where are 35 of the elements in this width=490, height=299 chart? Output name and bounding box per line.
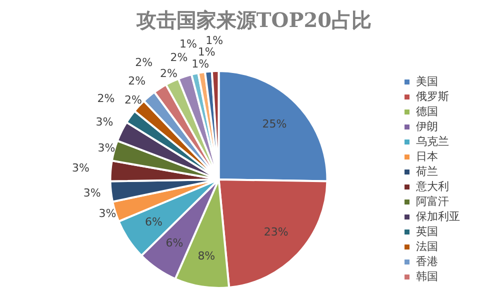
data-label: 1% — [206, 34, 224, 47]
chart-title: 攻击国家来源TOP20占比 — [135, 8, 372, 32]
data-label: 23% — [264, 225, 288, 238]
data-label: 2% — [160, 67, 178, 80]
legend-label: 阿富汗 — [416, 194, 449, 208]
data-label: 3% — [98, 206, 116, 220]
data-label: 3% — [83, 186, 101, 200]
data-label: 2% — [135, 56, 153, 69]
legend-label: 荷兰 — [416, 164, 438, 178]
legend-label: 保加利亚 — [416, 210, 460, 223]
data-label: 25% — [262, 118, 287, 131]
data-label: 3% — [72, 161, 90, 174]
data-label: 3% — [96, 116, 114, 129]
data-label: 2% — [124, 93, 142, 106]
data-label: 8% — [198, 250, 216, 262]
data-label: 1% — [198, 45, 216, 58]
legend-label: 俄罗斯 — [416, 90, 449, 103]
data-label: 3% — [98, 141, 116, 154]
data-label: 2% — [170, 51, 188, 64]
legend-label: 意大利 — [415, 180, 449, 193]
data-label: 1% — [192, 57, 210, 70]
data-label: 2% — [128, 74, 146, 88]
legend-label: 韩国 — [416, 270, 438, 283]
data-label: 1% — [180, 37, 197, 50]
data-label: 2% — [97, 92, 115, 106]
legend-label: 伊朗 — [416, 120, 438, 133]
legend-label: 德国 — [416, 104, 438, 118]
data-label: 6% — [144, 216, 162, 229]
legend-label: 乌克兰 — [416, 134, 449, 148]
legend-label: 英国 — [416, 224, 438, 238]
data-label: 6% — [166, 236, 184, 250]
legend-label: 香港 — [416, 254, 438, 268]
legend-label: 日本 — [416, 150, 438, 163]
legend-label: 法国 — [416, 240, 438, 253]
legend-label: 美国 — [416, 74, 438, 88]
